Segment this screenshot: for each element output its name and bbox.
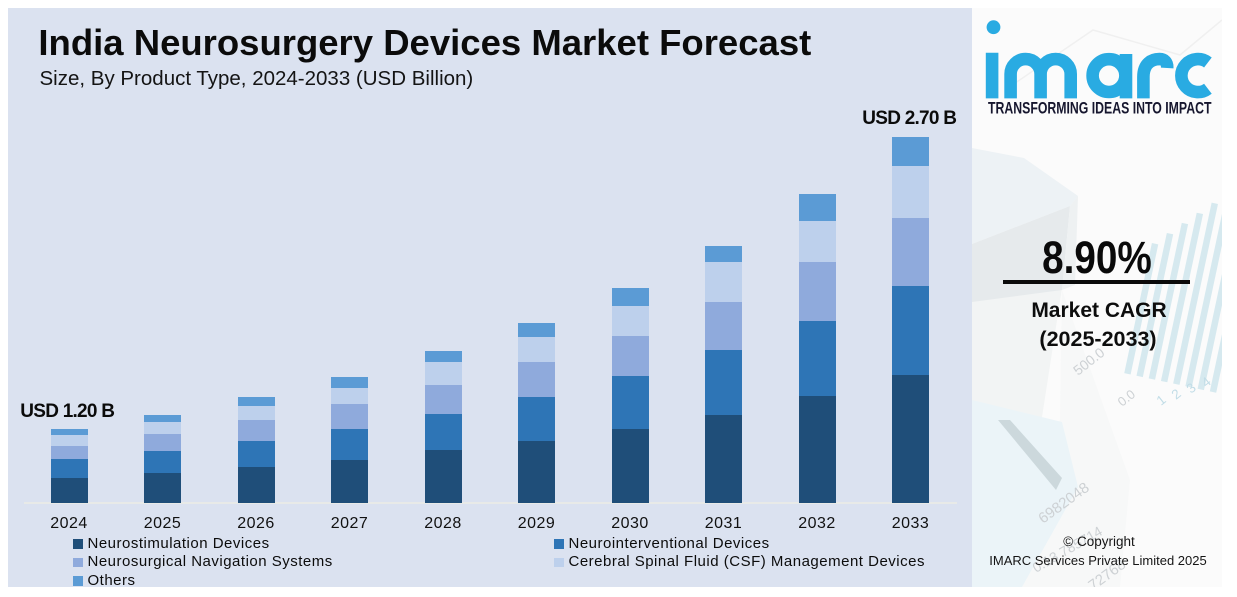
svg-text:1: 1: [1154, 392, 1169, 408]
svg-text:0.0: 0.0: [1115, 386, 1138, 409]
svg-text:2: 2: [1169, 386, 1184, 402]
svg-text:3: 3: [1184, 380, 1199, 396]
